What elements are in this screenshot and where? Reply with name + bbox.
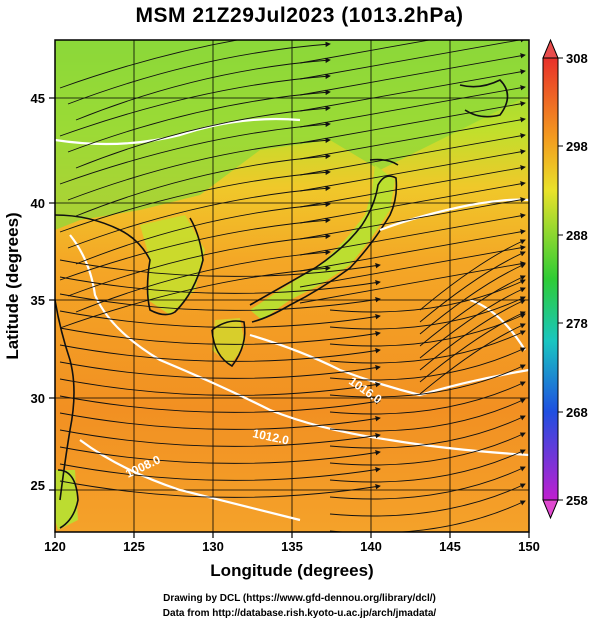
streamline [419, 287, 526, 359]
streamline [329, 347, 526, 381]
y-axis-label: Latitude (degrees) [3, 212, 22, 359]
streamline [59, 169, 331, 233]
streamline [59, 361, 381, 379]
colorbar-top-arrow [542, 38, 559, 59]
wind-streamlines [59, 40, 526, 532]
colorbar-tick-label: 308 [566, 51, 588, 66]
streamline [59, 217, 331, 281]
colorbar-bottom-arrow [542, 499, 559, 520]
lat-tick-label: 30 [31, 391, 45, 406]
streamline [59, 40, 240, 89]
lon-tick-label: 135 [281, 539, 303, 554]
streamline [67, 41, 331, 105]
streamline [59, 378, 381, 396]
streamline [67, 89, 331, 153]
streamline [299, 261, 526, 304]
lat-tick-label: 35 [31, 293, 45, 308]
taiwan-island [55, 470, 78, 530]
streamline [329, 466, 526, 500]
colorbar: 308 298 288 278 268 258 [542, 38, 588, 520]
lat-tick-label: 40 [31, 196, 45, 211]
streamline [59, 463, 381, 481]
streamline [419, 239, 526, 311]
streamline [75, 249, 331, 313]
streamline [59, 121, 331, 185]
x-axis-label: Longitude (degrees) [210, 561, 373, 580]
streamline [419, 251, 526, 323]
streamline [419, 263, 526, 335]
streamline [419, 311, 526, 383]
map-title: MSM 21Z29Jul2023 (1013.2hPa) [135, 4, 464, 27]
credit-drawing: Drawing by DCL (https://www.gfd-dennou.o… [163, 593, 436, 604]
lon-tick-label: 145 [439, 539, 461, 554]
streamline [59, 259, 381, 277]
streamline [419, 323, 526, 395]
streamline [329, 449, 526, 483]
streamline [75, 153, 331, 217]
streamline [75, 201, 331, 265]
lat-tick-label: 45 [31, 91, 45, 106]
streamline [329, 296, 526, 330]
streamline [329, 483, 526, 517]
colorbar-gradient [542, 57, 559, 501]
lon-tick-label: 125 [123, 539, 145, 554]
colorbar-tick-label: 258 [566, 493, 588, 508]
streamline [419, 299, 526, 371]
streamline [329, 279, 526, 313]
streamline [59, 327, 381, 345]
streamline [329, 398, 526, 432]
lat-tick-label: 25 [31, 478, 45, 493]
streamline [67, 137, 331, 201]
streamline [67, 185, 331, 249]
streamline [419, 275, 526, 347]
streamline [59, 412, 381, 430]
lon-tick-label: 120 [44, 539, 66, 554]
credit-data: Data from http://database.rish.kyoto-u.a… [162, 608, 437, 619]
colorbar-tick-label: 288 [566, 228, 588, 243]
streamline [59, 73, 331, 137]
streamline [59, 429, 381, 447]
streamline [329, 381, 526, 415]
streamline [75, 57, 331, 121]
streamline [329, 500, 526, 532]
axis-ticks [49, 97, 530, 538]
streamline [329, 364, 526, 398]
streamline [59, 310, 381, 328]
lon-tick-label: 130 [202, 539, 224, 554]
streamline [75, 105, 331, 169]
colorbar-tick-label: 298 [566, 139, 588, 154]
kyushu-island [212, 318, 245, 365]
colorbar-tick-label: 268 [566, 405, 588, 420]
streamline [329, 415, 526, 449]
lon-tick-label: 150 [518, 539, 540, 554]
streamline [59, 276, 381, 294]
streamline [59, 395, 381, 413]
streamline [59, 446, 381, 464]
colorbar-tick-label: 278 [566, 316, 588, 331]
isobars [55, 117, 529, 522]
streamline [59, 265, 331, 329]
streamline [59, 344, 381, 362]
lon-tick-label: 140 [360, 539, 382, 554]
streamline [299, 245, 526, 288]
streamline [59, 480, 381, 498]
streamline [329, 432, 526, 466]
streamline [59, 293, 381, 311]
